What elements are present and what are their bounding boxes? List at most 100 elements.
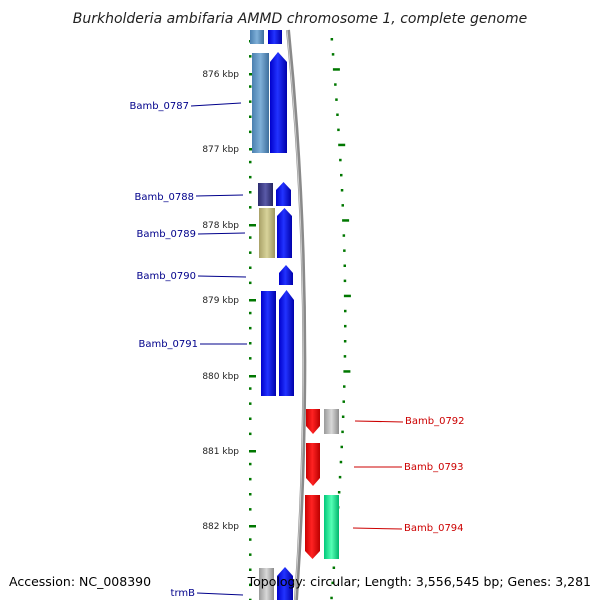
major-tick — [332, 68, 340, 71]
minor-tick — [340, 173, 343, 177]
minor-tick — [337, 128, 340, 132]
minor-tick — [341, 204, 344, 207]
minor-tick — [249, 357, 252, 360]
minor-tick — [331, 581, 334, 585]
leader-line — [190, 102, 242, 107]
leader-line — [196, 592, 244, 596]
minor-tick — [343, 249, 346, 252]
minor-tick — [341, 415, 345, 418]
minor-tick — [334, 83, 337, 86]
cds-bamb-0790[interactable] — [279, 265, 293, 285]
gene-label-bamb-0791[interactable]: Bamb_0791 — [138, 339, 198, 350]
backbone-arc — [286, 29, 307, 600]
minor-tick — [249, 553, 252, 556]
minor-tick — [249, 311, 252, 315]
cog-feature-bamb-0788[interactable] — [258, 183, 273, 206]
minor-tick — [340, 445, 343, 449]
minor-tick — [330, 596, 333, 600]
ruler-tick — [249, 450, 256, 453]
ruler: 876 kbp 877 kbp 878 kbp 879 kbp 880 kbp … — [202, 70, 256, 532]
gene-label-bamb-0794[interactable]: Bamb_0794 — [404, 523, 464, 534]
forward-cds-track — [250, 30, 294, 600]
minor-tick — [249, 432, 252, 436]
minor-tick — [343, 279, 347, 283]
minor-tick — [249, 477, 252, 481]
minor-tick — [249, 462, 252, 466]
minor-tick — [249, 55, 252, 58]
cds-bamb-0791[interactable] — [279, 290, 294, 396]
cog-feature-bamb-0789[interactable] — [259, 208, 275, 258]
minor-tick — [331, 53, 335, 56]
minor-tick — [249, 236, 252, 239]
minor-tick — [336, 113, 339, 116]
ruler-tick — [249, 375, 256, 378]
gene-label-bamb-0790[interactable]: Bamb_0790 — [136, 271, 196, 282]
major-tick — [338, 143, 346, 147]
ruler-label: 880 kbp — [202, 372, 239, 382]
minor-tick — [342, 400, 345, 403]
minor-tick — [249, 191, 252, 194]
gene-label-bamb-0793[interactable]: Bamb_0793 — [404, 462, 464, 473]
cog-feature-trmb[interactable] — [259, 568, 274, 600]
minor-tick — [249, 387, 252, 390]
map-title: Burkholderia ambifaria AMMD chromosome 1… — [73, 11, 527, 27]
accession-label: Accession: NC_008390 — [9, 574, 151, 589]
major-tick — [342, 219, 350, 222]
minor-tick — [249, 342, 252, 345]
cds-trmb[interactable] — [277, 567, 293, 600]
ruler-label: 879 kbp — [202, 296, 239, 306]
minor-tick — [249, 175, 252, 179]
minor-tick — [249, 281, 252, 285]
minor-tick — [249, 100, 252, 103]
minor-tick — [249, 598, 252, 600]
minor-tick — [249, 493, 252, 496]
leader-line — [352, 527, 403, 530]
cds-bamb-0788[interactable] — [276, 182, 291, 206]
cog-feature-bamb-0787[interactable] — [252, 53, 269, 153]
gene-label-bamb-0789[interactable]: Bamb_0789 — [136, 229, 196, 240]
minor-tick — [344, 324, 347, 328]
minor-tick — [332, 566, 336, 569]
cds-bamb-0794[interactable] — [305, 495, 320, 559]
cds-bamb-0787[interactable] — [270, 52, 287, 153]
ruler-tick — [249, 525, 256, 528]
gene-label-bamb-0792[interactable]: Bamb_0792 — [405, 416, 465, 427]
cog-feature-bamb-0792[interactable] — [324, 409, 339, 434]
minor-tick — [249, 326, 252, 330]
major-tick — [343, 370, 351, 373]
major-tick — [343, 294, 351, 298]
leader-line — [195, 194, 244, 197]
minor-tick — [343, 355, 347, 358]
minor-tick — [249, 583, 252, 587]
gene-label-bamb-0788[interactable]: Bamb_0788 — [134, 192, 194, 203]
minor-tick — [249, 251, 252, 254]
minor-tick — [337, 491, 341, 494]
cds-bamb-0792[interactable] — [306, 409, 320, 434]
topology-summary: Topology: circular; Length: 3,556,545 bp… — [247, 574, 591, 589]
minor-tick — [249, 417, 252, 420]
backbone-arc-highlight — [286, 29, 304, 600]
cog-feature-bamb-0791[interactable] — [261, 291, 276, 396]
minor-tick — [249, 115, 252, 118]
minor-tick — [249, 508, 252, 511]
minor-tick — [249, 206, 252, 209]
minor-tick — [338, 475, 342, 479]
minor-tick — [249, 85, 252, 88]
inner-ruler-dots — [249, 40, 252, 600]
cds-feature[interactable] — [250, 30, 264, 44]
cog-feature-bamb-0794[interactable] — [324, 495, 339, 559]
cds-bamb-0789[interactable] — [277, 208, 292, 258]
ruler-tick — [249, 299, 256, 302]
gene-label-bamb-0787[interactable]: Bamb_0787 — [129, 101, 189, 112]
gene-label-trmb[interactable]: trmB — [171, 588, 196, 599]
cds-bamb-0793[interactable] — [306, 443, 320, 486]
minor-tick — [330, 38, 334, 41]
ruler-label: 882 kbp — [202, 522, 239, 532]
cds-feature[interactable] — [268, 30, 282, 44]
gene-labels: Bamb_0787 Bamb_0788 Bamb_0789 Bamb_0790 … — [129, 101, 464, 599]
ruler-label: 877 kbp — [202, 145, 239, 155]
minor-tick — [343, 264, 346, 267]
minor-tick — [249, 402, 252, 405]
minor-tick — [249, 568, 252, 571]
